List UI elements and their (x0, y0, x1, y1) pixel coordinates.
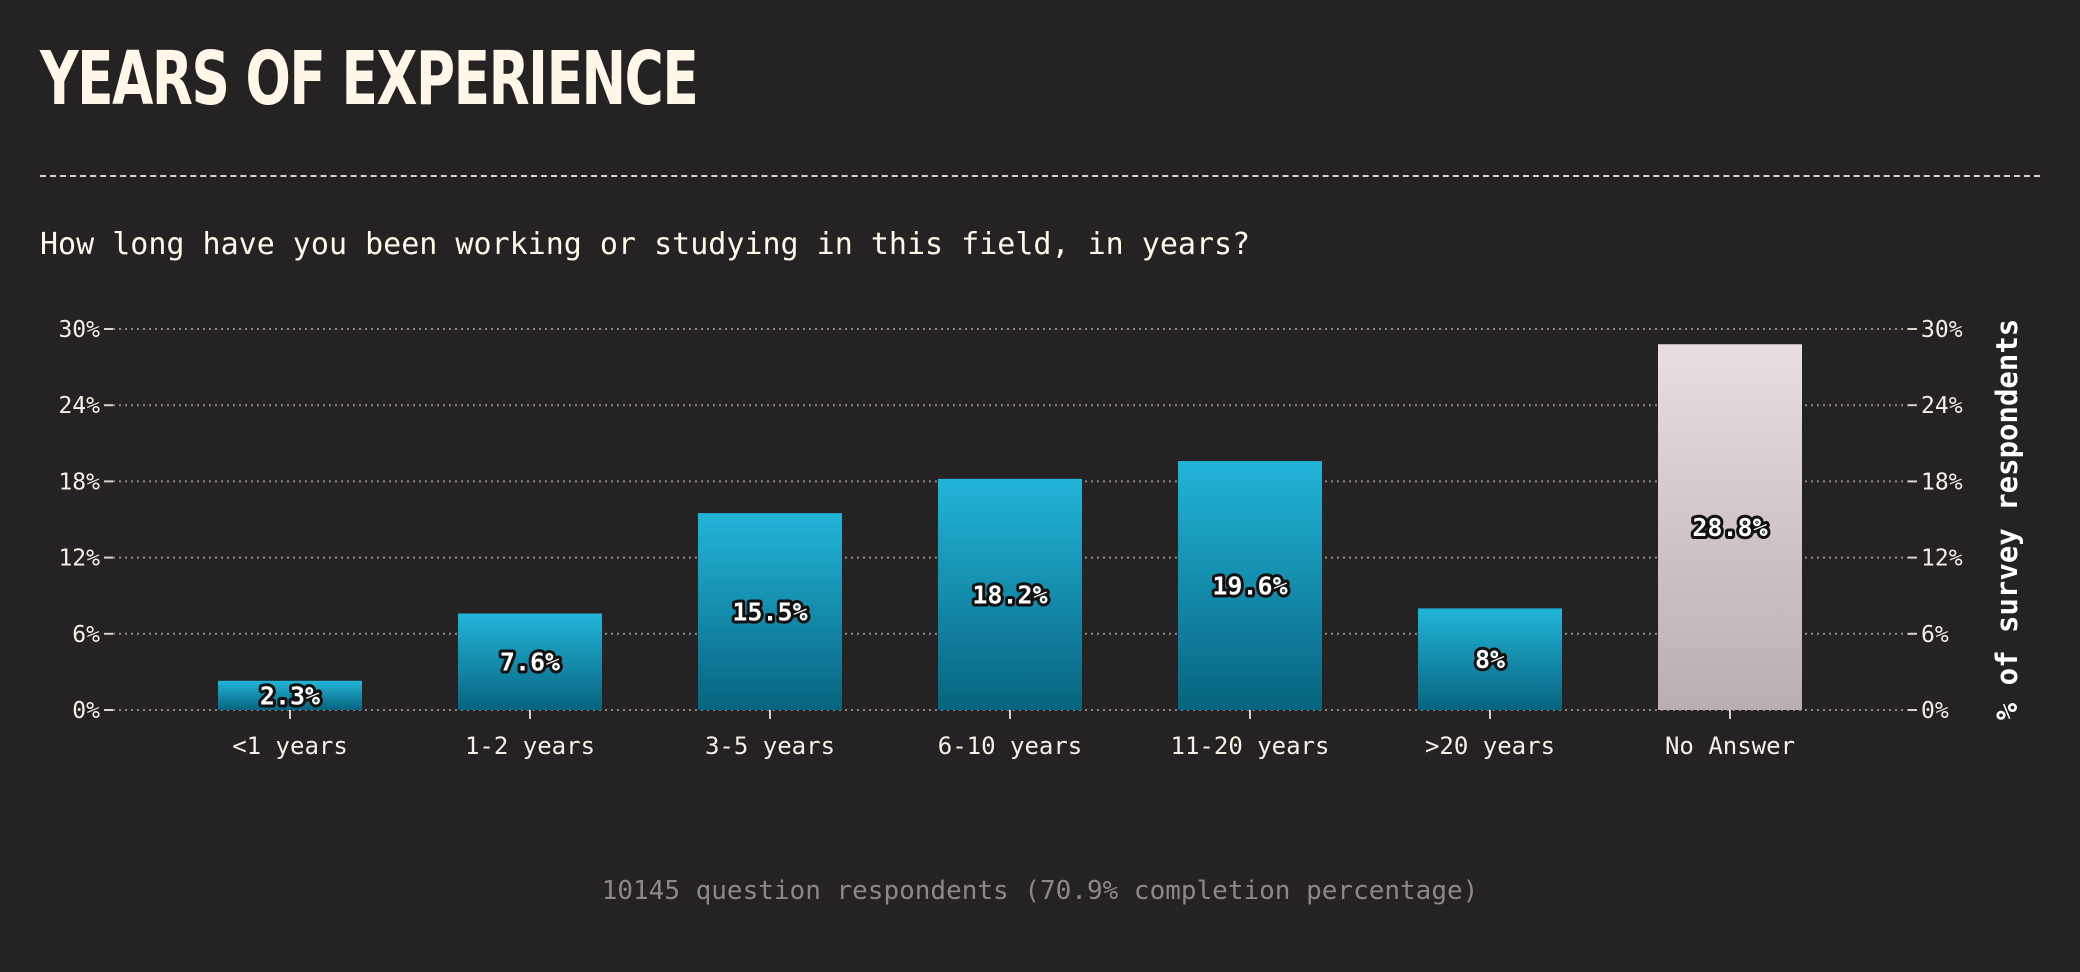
data-label: 15.5% (732, 598, 807, 627)
y-tick-label-right: 24% (1921, 393, 1963, 419)
data-label: 2.3% (260, 681, 320, 710)
data-label: 19.6% (1212, 572, 1287, 601)
title-divider (40, 175, 2040, 177)
x-tick-label: 11-20 years (1171, 732, 1330, 760)
bar (698, 513, 842, 710)
bar (1178, 461, 1322, 710)
x-axis: <1 years 1-2 years 3-5 years 6-10 years 11-2… (232, 710, 1795, 760)
data-label: 28.8% (1692, 513, 1767, 542)
x-tick-label: 3-5 years (705, 732, 835, 760)
bar (938, 478, 1082, 710)
value-labels: 2.3% 7.6% 15.5% 18.2% 19.6% 8% 28.8% (257, 510, 1771, 713)
data-label: 7.6% (500, 648, 560, 677)
bar (1418, 608, 1562, 710)
x-tick-label: No Answer (1665, 732, 1795, 760)
y-axis-title: % of survey respondents (1990, 319, 2024, 721)
y-tick-label-left: 30% (58, 317, 100, 343)
chart-subtitle: How long have you been working or studyi… (40, 227, 1251, 262)
y-tick-label-right: 30% (1921, 317, 1963, 343)
y-tick-label-right: 0% (1921, 698, 1949, 724)
data-label: 18.2% (972, 580, 1047, 609)
y-tick-label-left: 24% (58, 393, 100, 419)
bar (1658, 344, 1802, 710)
y-tick-label-right: 18% (1921, 469, 1963, 495)
y-tick-label-right: 12% (1921, 546, 1963, 572)
x-tick-label: 6-10 years (938, 732, 1083, 760)
x-tick-label: >20 years (1425, 732, 1555, 760)
bar (458, 613, 602, 710)
bars (218, 344, 1802, 710)
x-tick-label: <1 years (232, 732, 348, 760)
bar (218, 680, 362, 710)
x-tick-label: 1-2 years (465, 732, 595, 760)
y-axis-left: 0% 6% 12% 18% 24% 30% (58, 317, 113, 724)
chart-title: YEARS OF EXPERIENCE (40, 36, 699, 122)
gridlines (113, 328, 1908, 711)
y-tick-label-left: 12% (58, 546, 100, 572)
y-tick-label-left: 18% (58, 469, 100, 495)
respondents-footnote: 10145 question respondents (70.9% comple… (601, 876, 1479, 906)
y-axis-right: 0% 6% 12% 18% 24% 30% (1908, 317, 1963, 724)
y-tick-label-left: 0% (72, 698, 100, 724)
data-label: 8% (1475, 645, 1505, 674)
y-tick-label-left: 6% (72, 622, 100, 648)
y-tick-label-right: 6% (1921, 622, 1949, 648)
